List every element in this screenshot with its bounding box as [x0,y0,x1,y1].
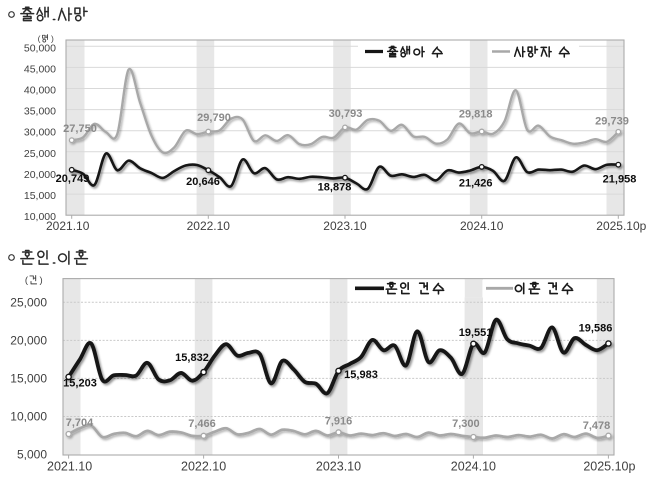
svg-text:2021.10: 2021.10 [46,219,90,233]
svg-text:29,818: 29,818 [459,108,493,120]
svg-text:7,916: 7,916 [325,416,353,428]
svg-text:29,790: 29,790 [197,112,231,124]
svg-text:): ) [51,34,54,44]
svg-text:5,000: 5,000 [17,448,47,462]
svg-text:20,749: 20,749 [56,173,90,185]
svg-text:7,300: 7,300 [452,418,480,430]
svg-text:(: ( [25,275,29,286]
svg-text:15,983: 15,983 [344,369,378,381]
svg-text:21,426: 21,426 [459,178,493,190]
svg-text:27,750: 27,750 [63,123,97,135]
svg-text:40,000: 40,000 [24,85,56,97]
svg-text:2023.10: 2023.10 [316,460,361,474]
svg-text:35,000: 35,000 [24,106,56,118]
svg-text:2024.10: 2024.10 [451,460,496,474]
svg-text:): ) [40,275,43,286]
svg-text:25,000: 25,000 [24,148,56,160]
svg-text:10,000: 10,000 [24,211,56,223]
svg-text:20,000: 20,000 [24,169,56,181]
svg-text:2022.10: 2022.10 [187,219,231,233]
svg-text:7,478: 7,478 [583,420,611,432]
svg-text:30,793: 30,793 [329,108,363,120]
svg-text:18,878: 18,878 [318,182,352,194]
svg-text:15,000: 15,000 [24,190,56,202]
svg-text:7,466: 7,466 [188,418,216,430]
svg-text:2021.10: 2021.10 [47,460,92,474]
svg-text:21,958: 21,958 [603,173,637,185]
svg-text:2024.10: 2024.10 [460,219,504,233]
svg-text:2025.10p: 2025.10p [596,219,646,233]
svg-text:2025.10p: 2025.10p [583,460,635,474]
svg-text:19,551: 19,551 [459,327,493,339]
svg-text:20,000: 20,000 [10,334,47,348]
svg-text:(: ( [38,34,41,44]
svg-text:29,739: 29,739 [595,116,629,128]
svg-text:7,704: 7,704 [66,417,94,429]
svg-text:10,000: 10,000 [10,410,47,424]
svg-text:45,000: 45,000 [24,63,56,75]
svg-text:15,203: 15,203 [63,378,97,390]
svg-text:25,000: 25,000 [10,296,47,310]
svg-text:20,646: 20,646 [186,176,220,188]
svg-text:15,832: 15,832 [175,352,209,364]
svg-text:50,000: 50,000 [24,42,56,54]
svg-text:19,586: 19,586 [579,322,613,334]
svg-text:2022.10: 2022.10 [181,460,226,474]
svg-text:15,000: 15,000 [10,372,47,386]
svg-text:2023.10: 2023.10 [323,219,367,233]
svg-text:30,000: 30,000 [24,127,56,139]
